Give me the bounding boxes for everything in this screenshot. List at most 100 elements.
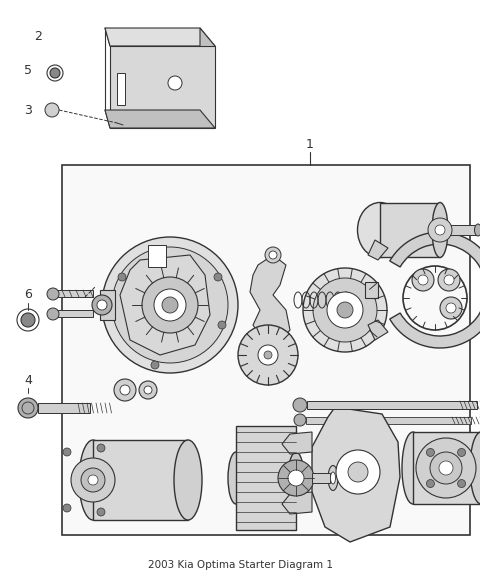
Circle shape (265, 247, 281, 263)
Circle shape (47, 308, 59, 320)
Circle shape (438, 269, 460, 291)
Polygon shape (105, 28, 215, 46)
Circle shape (288, 470, 304, 486)
Circle shape (21, 313, 35, 327)
Text: 4: 4 (24, 373, 32, 387)
Circle shape (45, 103, 59, 117)
Circle shape (97, 444, 105, 452)
Circle shape (151, 361, 159, 369)
Circle shape (112, 247, 228, 363)
Circle shape (118, 273, 126, 281)
Circle shape (435, 225, 445, 235)
Circle shape (264, 351, 272, 359)
Circle shape (81, 468, 105, 492)
Circle shape (418, 275, 428, 285)
Ellipse shape (328, 466, 338, 490)
Text: 5: 5 (24, 64, 32, 77)
Circle shape (293, 398, 307, 412)
Bar (93, 440, 188, 520)
Ellipse shape (432, 202, 448, 257)
Circle shape (327, 292, 363, 328)
Circle shape (92, 295, 112, 315)
Polygon shape (365, 282, 378, 298)
Polygon shape (368, 320, 388, 340)
Circle shape (278, 460, 314, 496)
Circle shape (313, 278, 377, 342)
Text: 1: 1 (306, 139, 314, 152)
Polygon shape (110, 46, 215, 128)
Text: 2003 Kia Optima Starter Diagram 1: 2003 Kia Optima Starter Diagram 1 (147, 560, 333, 570)
Text: 3: 3 (24, 104, 32, 116)
Circle shape (348, 462, 368, 482)
Circle shape (426, 480, 434, 487)
Circle shape (97, 300, 107, 310)
Circle shape (218, 321, 226, 329)
Ellipse shape (228, 452, 244, 504)
Circle shape (71, 458, 115, 502)
Text: 6: 6 (24, 288, 32, 301)
Circle shape (457, 480, 466, 487)
Ellipse shape (470, 432, 480, 504)
Circle shape (238, 325, 298, 385)
Text: 2: 2 (34, 29, 42, 43)
Circle shape (294, 414, 306, 426)
Bar (38, 403, 90, 413)
Polygon shape (312, 407, 400, 542)
Circle shape (337, 302, 353, 318)
Circle shape (97, 508, 105, 516)
Bar (62, 165, 470, 535)
Ellipse shape (475, 224, 480, 236)
Circle shape (258, 345, 278, 365)
Bar (380, 203, 440, 257)
Polygon shape (120, 255, 210, 355)
Circle shape (50, 68, 60, 78)
Polygon shape (100, 290, 115, 320)
Wedge shape (390, 232, 480, 348)
Circle shape (142, 277, 198, 333)
Circle shape (428, 218, 452, 242)
Bar (55, 310, 93, 317)
Circle shape (439, 461, 453, 475)
Ellipse shape (358, 202, 403, 257)
Circle shape (416, 438, 476, 498)
Circle shape (440, 297, 462, 319)
Circle shape (154, 289, 186, 321)
Bar (312, 473, 330, 483)
Bar (55, 290, 93, 297)
Ellipse shape (174, 440, 202, 520)
Bar (307, 401, 477, 409)
Circle shape (102, 237, 238, 373)
Circle shape (139, 381, 157, 399)
Circle shape (457, 449, 466, 456)
Ellipse shape (331, 472, 336, 484)
Bar (306, 417, 471, 424)
Circle shape (426, 449, 434, 456)
Ellipse shape (288, 452, 304, 504)
Polygon shape (200, 28, 215, 128)
Circle shape (162, 297, 178, 313)
Bar (236, 426, 296, 530)
Circle shape (336, 450, 380, 494)
Bar (413, 432, 480, 504)
Circle shape (88, 475, 98, 485)
Polygon shape (282, 432, 312, 454)
Circle shape (214, 273, 222, 281)
Circle shape (444, 275, 454, 285)
Bar (117, 73, 125, 105)
Bar (448, 225, 478, 235)
Circle shape (63, 448, 71, 456)
Circle shape (47, 105, 57, 115)
Polygon shape (105, 110, 215, 128)
Polygon shape (368, 240, 388, 260)
Ellipse shape (79, 440, 107, 520)
Bar (148, 245, 166, 267)
Polygon shape (282, 492, 312, 514)
Circle shape (269, 251, 277, 259)
Circle shape (446, 303, 456, 313)
Circle shape (168, 76, 182, 90)
Circle shape (430, 452, 462, 484)
Circle shape (18, 398, 38, 418)
Ellipse shape (402, 432, 424, 504)
Polygon shape (250, 255, 290, 345)
Circle shape (63, 504, 71, 512)
